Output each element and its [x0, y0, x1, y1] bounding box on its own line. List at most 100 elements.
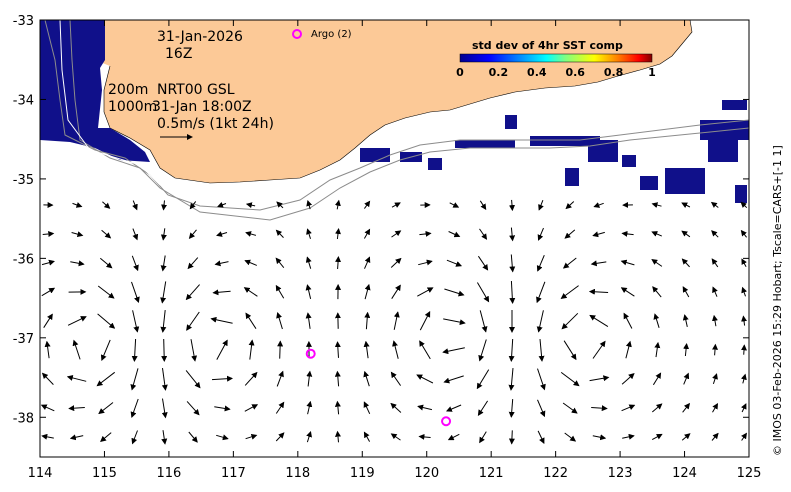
argo-float-marker[interactable] — [441, 416, 452, 427]
current-vector — [306, 400, 313, 415]
current-vector — [682, 402, 691, 413]
current-vector — [97, 285, 115, 299]
current-vector — [216, 434, 229, 441]
current-vector — [160, 228, 167, 241]
current-vector — [565, 201, 575, 210]
current-vector — [711, 258, 719, 268]
current-vector — [188, 431, 198, 443]
current-vector — [212, 289, 231, 296]
argo-floats — [305, 348, 452, 427]
current-vector — [622, 433, 635, 440]
current-vector — [363, 340, 370, 359]
current-vector — [560, 285, 579, 299]
current-vector — [245, 202, 256, 209]
current-vector — [96, 371, 116, 387]
current-vector — [305, 284, 312, 300]
current-vector — [131, 430, 138, 445]
current-vector — [131, 338, 138, 362]
current-vector — [712, 286, 718, 297]
current-vector — [479, 431, 487, 444]
current-vector — [476, 282, 490, 303]
current-vector — [390, 257, 402, 268]
current-vector — [683, 343, 690, 357]
current-vector — [681, 433, 691, 441]
argo-legend-icon — [292, 29, 302, 39]
current-vector — [392, 340, 399, 359]
colorbar-tick-label: 0.8 — [604, 66, 624, 79]
current-vector — [363, 431, 371, 442]
current-vector — [161, 430, 168, 445]
current-vector — [508, 368, 515, 391]
current-vector — [740, 373, 747, 384]
current-vector — [334, 341, 341, 358]
current-vector — [67, 316, 87, 326]
current-vector — [564, 432, 577, 442]
date-label: 31-Jan-2026 — [157, 29, 243, 45]
current-vector — [538, 200, 544, 211]
x-tick-label: 115 — [92, 466, 117, 481]
current-vector — [391, 202, 401, 208]
current-vector — [188, 229, 197, 239]
current-vector — [418, 259, 433, 266]
current-vector — [214, 405, 231, 412]
current-vector — [161, 200, 168, 211]
current-vector — [536, 255, 545, 272]
current-vector — [712, 373, 718, 385]
current-vector — [592, 231, 605, 238]
current-vector — [186, 311, 200, 331]
current-vector — [363, 200, 371, 209]
colorbar-tick-label: 0.6 — [565, 66, 585, 79]
current-vector — [537, 227, 544, 241]
x-tick-label: 123 — [608, 466, 633, 481]
current-vector — [741, 403, 747, 413]
current-vector — [651, 202, 662, 208]
isobath-1000m-label: 1000m — [108, 99, 157, 115]
colorbar-tick-label: 0.4 — [527, 66, 547, 79]
x-tick-label: 121 — [479, 466, 504, 481]
current-vector — [741, 286, 747, 297]
current-vector — [334, 370, 341, 387]
current-vector — [444, 288, 465, 297]
y-tick-label: -35 — [13, 173, 34, 188]
current-vector — [740, 344, 747, 355]
current-vector — [275, 401, 285, 414]
current-vector — [186, 401, 200, 416]
current-vector — [592, 340, 606, 359]
current-vector — [536, 281, 546, 304]
isobath-200m — [44, 20, 749, 211]
current-vector — [161, 368, 168, 391]
current-vector — [625, 340, 632, 359]
argo-float-marker[interactable] — [305, 348, 316, 359]
current-vector — [42, 230, 55, 237]
colorbar-gradient — [459, 53, 653, 63]
current-vector — [449, 202, 460, 208]
current-vector — [508, 399, 515, 418]
current-vector — [100, 432, 112, 443]
current-vector — [245, 433, 258, 440]
current-vector — [69, 434, 84, 441]
current-vector — [390, 402, 402, 413]
current-vector — [711, 314, 718, 327]
current-vector — [306, 199, 313, 210]
current-vector — [244, 404, 259, 412]
current-vector — [710, 201, 719, 208]
current-vector — [335, 256, 342, 270]
isobath-1000m — [69, 20, 749, 221]
coastline — [103, 20, 693, 184]
current-vector — [41, 433, 54, 440]
current-vector — [275, 432, 285, 442]
scale-label: 0.5m/s (1kt 24h) — [157, 116, 274, 132]
current-vector — [446, 259, 463, 267]
current-vector — [43, 313, 53, 328]
current-vector — [363, 401, 371, 415]
current-vector — [711, 230, 719, 238]
current-vector — [563, 340, 577, 361]
current-vector — [741, 315, 748, 326]
current-vector — [509, 280, 516, 304]
current-vector — [190, 339, 198, 362]
current-vector — [538, 339, 545, 362]
current-vector — [132, 200, 138, 211]
current-vector — [131, 281, 140, 304]
current-vector — [445, 404, 462, 412]
current-vector — [562, 402, 578, 414]
